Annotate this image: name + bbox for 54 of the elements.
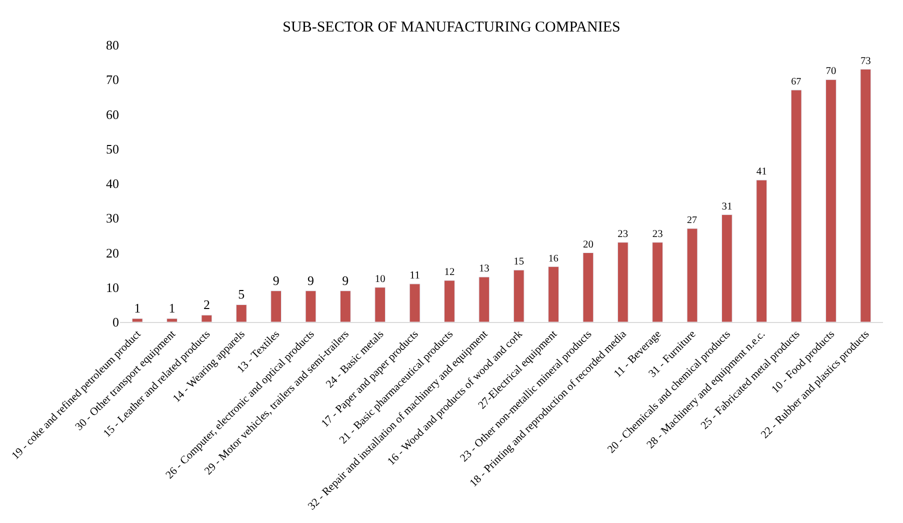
- bar: [270, 290, 282, 322]
- data-label: 70: [826, 66, 836, 78]
- y-tick-label: 0: [112, 314, 119, 330]
- bar: [132, 318, 143, 322]
- bar: [617, 242, 628, 322]
- bar: [444, 280, 455, 322]
- data-label: 41: [756, 166, 767, 178]
- data-label: 9: [342, 272, 349, 288]
- bar: [409, 284, 420, 322]
- y-tick-label: 40: [106, 176, 119, 192]
- bar: [860, 68, 872, 322]
- bar: [513, 270, 524, 322]
- y-tick-label: 50: [106, 141, 119, 156]
- data-label: 10: [374, 274, 386, 285]
- data-label: 23: [618, 228, 628, 240]
- bar: [374, 287, 386, 322]
- data-label: 2: [203, 297, 210, 312]
- bar: [340, 290, 351, 322]
- bar: [826, 79, 836, 322]
- data-label: 15: [514, 256, 524, 268]
- bar: [756, 180, 768, 322]
- bar: [582, 252, 594, 322]
- bar: [478, 276, 490, 322]
- bar: [166, 318, 178, 322]
- data-label: 9: [308, 272, 314, 288]
- data-label: 11: [410, 269, 420, 282]
- y-tick-label: 30: [106, 210, 119, 226]
- y-tick-label: 10: [106, 280, 119, 295]
- y-tick-label: 70: [106, 72, 119, 88]
- data-label: 73: [860, 56, 871, 67]
- bar: [548, 266, 559, 322]
- bar: [790, 90, 802, 322]
- data-label: 9: [272, 272, 280, 288]
- bar: [721, 214, 732, 322]
- data-label: 27: [687, 215, 698, 226]
- data-label: 1: [168, 300, 176, 316]
- bar: [305, 290, 316, 322]
- bar: [652, 242, 664, 322]
- data-label: 20: [583, 239, 594, 250]
- bar: [686, 228, 698, 322]
- data-label: 1: [134, 300, 141, 316]
- data-label: 31: [722, 201, 732, 212]
- y-tick-label: 20: [106, 245, 119, 260]
- y-tick-label: 80: [106, 38, 119, 53]
- data-label: 23: [652, 228, 663, 240]
- bar: [236, 304, 247, 322]
- data-label: 5: [238, 286, 245, 302]
- y-tick-label: 60: [106, 106, 119, 122]
- data-label: 67: [791, 76, 802, 88]
- chart-title: SUB-SECTOR OF MANUFACTURING COMPANIES: [282, 19, 620, 36]
- data-label: 12: [444, 267, 455, 278]
- data-label: 13: [478, 264, 490, 275]
- bar: [201, 314, 212, 322]
- data-label: 16: [548, 253, 558, 264]
